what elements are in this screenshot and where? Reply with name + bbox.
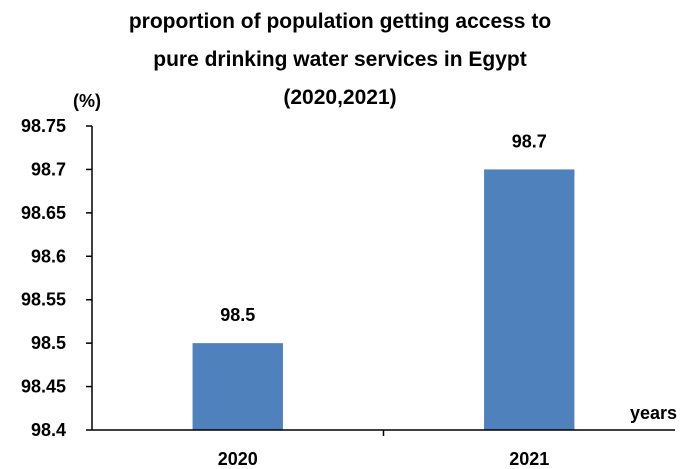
- x-tick-label: 2021: [509, 449, 549, 469]
- y-tick-label: 98.4: [31, 420, 66, 440]
- x-axis-unit-label: years: [630, 403, 677, 423]
- bar: [192, 343, 283, 430]
- y-tick-label: 98.45: [21, 377, 66, 397]
- y-tick-label: 98.6: [31, 246, 66, 266]
- y-axis: 98.4 98.45 98.5 98.55 98.6 98.65 98.7 98.75: [21, 116, 93, 440]
- data-label: 98.5: [220, 305, 255, 325]
- y-tick-label: 98.5: [31, 333, 66, 353]
- bar: [484, 169, 575, 430]
- y-tick-label: 98.75: [21, 116, 66, 136]
- y-axis-unit-label: (%): [73, 91, 101, 111]
- y-tick-label: 98.7: [31, 159, 66, 179]
- bars: 98.5 98.7: [192, 131, 575, 430]
- chart-title-line-2: pure drinking water services in Egypt: [153, 48, 526, 71]
- chart-title-line-1: proportion of population getting access …: [129, 10, 551, 33]
- x-axis: 2020 2021: [92, 429, 675, 469]
- chart-title: proportion of population getting access …: [129, 10, 551, 109]
- x-tick-label: 2020: [218, 449, 258, 469]
- chart-title-line-3: (2020,2021): [283, 86, 396, 109]
- data-label: 98.7: [512, 131, 547, 151]
- y-tick-label: 98.65: [21, 203, 66, 223]
- y-tick-label: 98.55: [21, 290, 66, 310]
